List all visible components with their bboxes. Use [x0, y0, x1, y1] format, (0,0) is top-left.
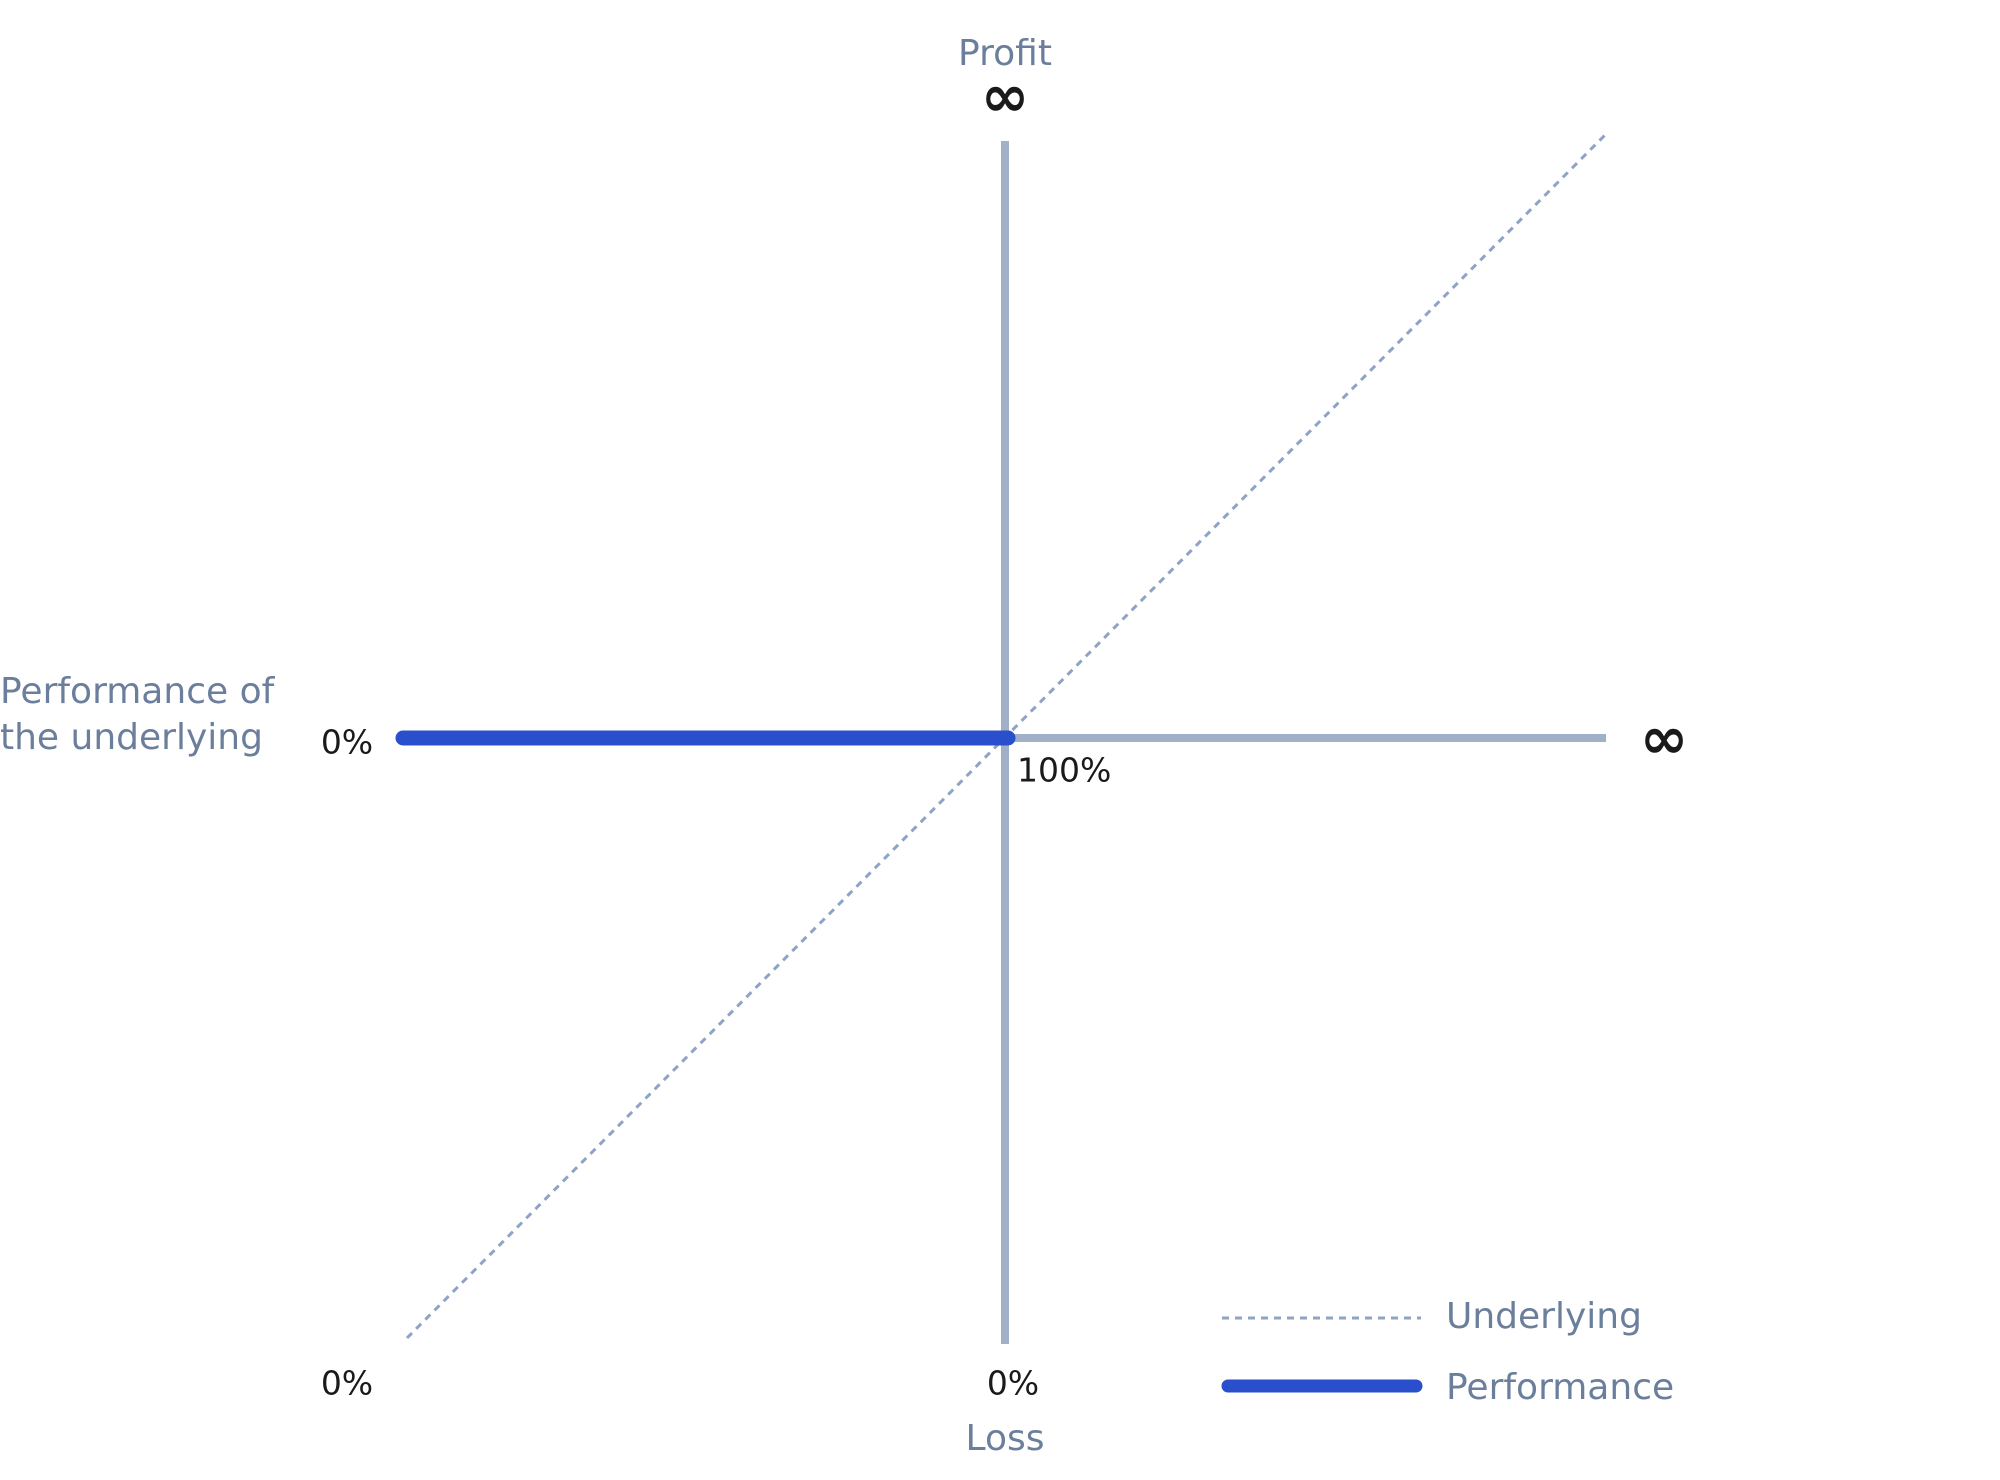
bottom-value: 0% [987, 1364, 1039, 1403]
origin-value: 100% [1017, 751, 1111, 790]
x-axis-label: the underlying [0, 717, 263, 758]
loss-label: Loss [966, 1418, 1045, 1459]
right-infinity: ∞ [1640, 704, 1688, 772]
profit-label: Profit [958, 33, 1052, 74]
top-infinity: ∞ [981, 62, 1029, 130]
legend-label: Performance [1446, 1367, 1674, 1408]
corner-value: 0% [321, 1364, 373, 1403]
x-axis-label: Performance of [0, 671, 276, 712]
left-value: 0% [321, 723, 373, 762]
legend-label: Underlying [1446, 1296, 1642, 1337]
